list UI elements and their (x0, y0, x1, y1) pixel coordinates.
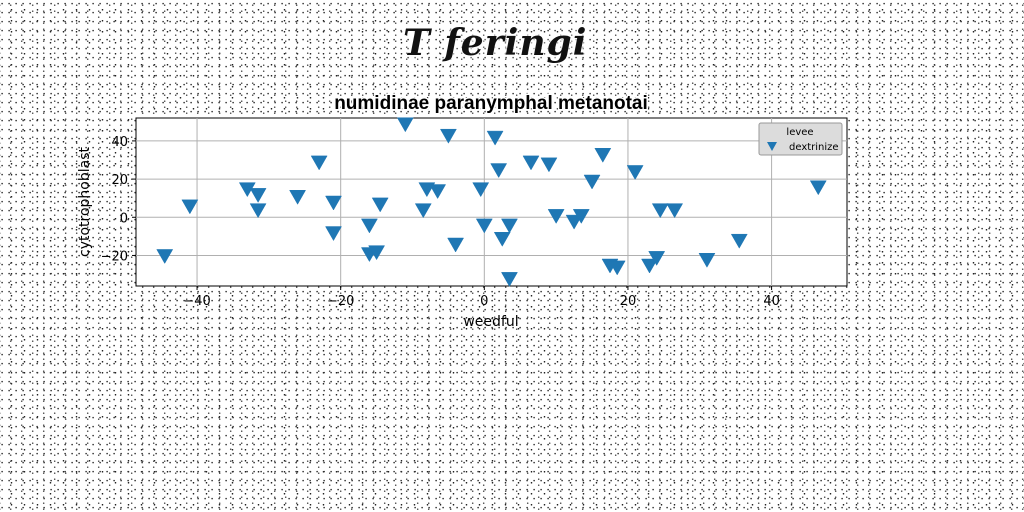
y-tick-label: 40 (111, 135, 128, 150)
data-point (249, 188, 267, 203)
data-point (289, 190, 307, 205)
legend: levee dextrinize (758, 122, 843, 156)
data-point (325, 226, 342, 242)
data-point (447, 237, 465, 253)
data-point (414, 203, 432, 219)
data-point (396, 117, 414, 133)
x-tick-label: 0 (480, 294, 488, 309)
x-tick-label: 40 (763, 294, 780, 309)
legend-title: levee (786, 127, 813, 138)
figure-title: T feringi (403, 22, 588, 64)
y-tick-label: 0 (120, 211, 128, 226)
data-point (608, 260, 626, 276)
legend-box (758, 122, 843, 156)
data-point (360, 218, 378, 234)
data-point (486, 130, 504, 146)
y-tick-label: 20 (111, 173, 128, 188)
legend-label-dextrinize: dextrinize (789, 142, 839, 153)
y-tick-label: −20 (101, 249, 128, 264)
data-point (472, 182, 490, 198)
data-point (626, 165, 644, 180)
data-point (490, 163, 508, 179)
data-point (249, 203, 267, 219)
data-point (310, 155, 328, 171)
data-point (181, 199, 199, 215)
data-point (429, 184, 447, 200)
data-point (540, 157, 558, 173)
data-point (730, 233, 748, 249)
data-point (475, 218, 493, 234)
data-point (583, 174, 601, 190)
x-axis-label: weedful (463, 314, 518, 330)
chart-title: numidinae paranymphal metanotai (334, 93, 648, 114)
data-point (698, 253, 716, 268)
data-point (572, 209, 590, 224)
data-point (522, 155, 540, 171)
data-point (565, 214, 583, 230)
data-point (594, 148, 612, 163)
data-point (156, 249, 174, 264)
data-point (641, 258, 658, 274)
data-point (648, 251, 666, 266)
data-point (666, 203, 684, 219)
plot-area (135, 117, 848, 287)
data-point (325, 195, 342, 211)
x-axis-ticks: −40 −20 0 20 40 (183, 286, 780, 309)
data-point (547, 209, 565, 224)
legend-marker-dextrinize (767, 142, 777, 151)
y-axis-label: cytotrophoblast (77, 146, 93, 257)
data-point (651, 203, 669, 219)
x-tick-label: −20 (327, 294, 354, 309)
data-point (501, 218, 518, 234)
y-axis-ticks: −20 0 20 40 (101, 135, 136, 264)
x-tick-label: 20 (620, 294, 637, 309)
data-point (493, 232, 511, 247)
data-point (501, 272, 518, 287)
data-point (439, 128, 457, 144)
grid (136, 118, 847, 286)
data-point (809, 180, 827, 196)
x-tick-label: −40 (183, 294, 210, 309)
data-point (368, 245, 386, 261)
data-point (371, 197, 389, 213)
data-points (156, 117, 827, 287)
